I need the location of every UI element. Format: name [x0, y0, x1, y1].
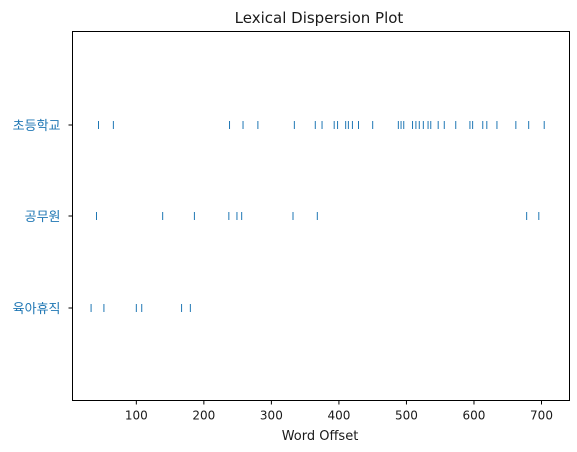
x-tick-label: 500 [395, 409, 418, 423]
x-axis-ticks: 100 200 300 400 500 600 700 [125, 400, 553, 423]
plot-frame [72, 31, 570, 401]
x-tick-label: 300 [260, 409, 283, 423]
x-tick-label: 100 [125, 409, 148, 423]
y-category-label: 육아휴직 [13, 302, 61, 317]
x-tick-label: 700 [530, 409, 553, 423]
y-category-label: 초등학교 [13, 119, 61, 134]
chart-title: Lexical Dispersion Plot [235, 9, 404, 27]
x-tick-label: 200 [192, 409, 215, 423]
x-tick-label: 400 [327, 409, 350, 423]
x-tick-label: 600 [463, 409, 486, 423]
dispersion-marks [90, 121, 545, 312]
x-axis-label: Word Offset [282, 429, 359, 444]
y-category-label: 공무원 [25, 210, 61, 225]
